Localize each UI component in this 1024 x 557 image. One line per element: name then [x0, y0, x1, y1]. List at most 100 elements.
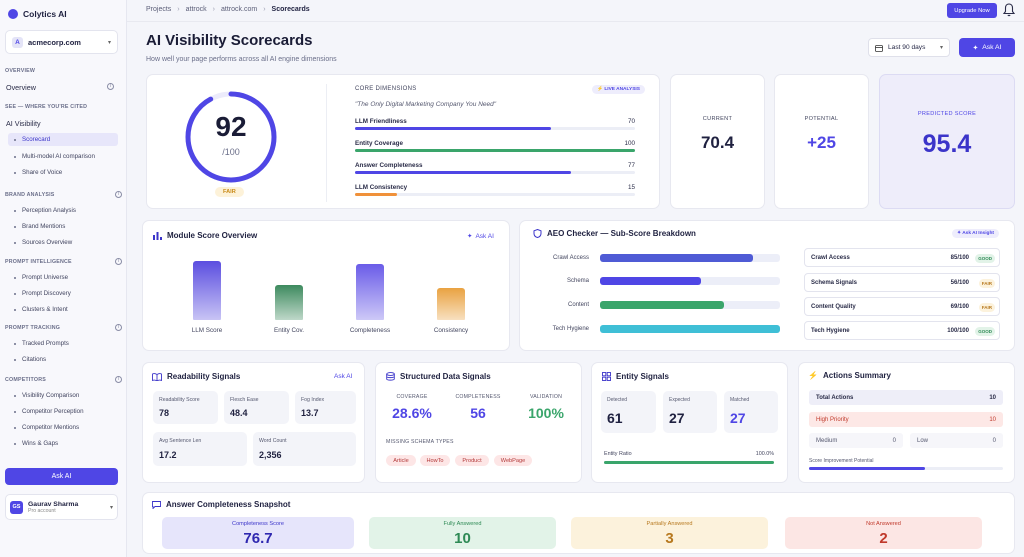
coverage-label: COVERAGE	[396, 394, 428, 400]
sidebar-item-ai-visibility[interactable]: AI Visibility	[5, 116, 118, 130]
grid-icon	[602, 372, 611, 381]
aeo-score-item[interactable]: Tech Hygiene 100/100 GOOD	[804, 321, 1000, 340]
bell-icon[interactable]	[1003, 3, 1015, 17]
module-bar[interactable]	[437, 288, 465, 320]
snapshot-not-answered: Not Answered 2	[785, 517, 982, 549]
breadcrumb: Projects › attrock › attrock.com › Scorecar…	[146, 6, 310, 13]
aeo-item-score: 69/100	[950, 304, 969, 310]
sidebar-sub-prompt-universe[interactable]: Prompt Universe	[8, 271, 118, 284]
module-bar[interactable]	[275, 284, 303, 320]
low-row[interactable]: Low 0	[910, 433, 1003, 448]
breadcrumb-item[interactable]: Projects	[146, 6, 172, 13]
sidebar-sub-sources[interactable]: Sources Overview	[8, 236, 118, 249]
total-actions-row[interactable]: Total Actions 10	[809, 390, 1003, 405]
breadcrumb-item[interactable]: attrock.com	[221, 6, 258, 13]
sidebar-sub-visibility-comparison[interactable]: Visibility Comparison	[8, 389, 118, 402]
dimension-name: LLM Consistency	[355, 184, 408, 191]
dimension-row: Answer Completeness 77	[355, 162, 635, 176]
entity-ratio-label: Entity Ratio	[604, 451, 632, 457]
schema-tag: Product	[455, 455, 489, 466]
sidebar-sub-scorecard[interactable]: Scorecard	[8, 133, 118, 146]
upgrade-button[interactable]: Upgrade Now	[947, 3, 997, 18]
user-menu[interactable]: GS Gaurav Sharma Pro account ▾	[5, 494, 118, 520]
current-score-card: CURRENT 70.4	[670, 74, 765, 209]
breadcrumb-item[interactable]: attrock	[185, 6, 207, 13]
sidebar-sub-share-of-voice[interactable]: Share of Voice	[8, 166, 118, 179]
schema-tag: Article	[386, 455, 416, 466]
completeness-label: COMPLETENESS	[455, 394, 501, 400]
module-bar[interactable]	[356, 263, 384, 320]
stat-readability-score: Readability Score 78	[153, 391, 218, 424]
section-ai: SEE — WHERE YOU'RE CITED	[5, 104, 88, 110]
workspace-selector[interactable]: A acmecorp.com ▾	[5, 30, 118, 54]
sidebar: Colytics AI A acmecorp.com ▾ OVERVIEW Ov…	[0, 0, 127, 557]
dimension-value: 100	[624, 140, 635, 147]
chevron-down-icon: ▾	[107, 39, 111, 46]
aeo-title: AEO Checker — Sub-Score Breakdown	[533, 229, 696, 238]
sidebar-sub-clusters[interactable]: Clusters & Intent	[8, 303, 118, 316]
module-bar[interactable]	[193, 261, 221, 320]
dimension-fill	[355, 127, 551, 130]
predicted-score-card: PREDICTED SCORE 95.4	[879, 74, 1015, 209]
high-priority-row[interactable]: High Priority 10	[809, 412, 1003, 427]
dimension-value: 15	[627, 184, 635, 191]
info-icon[interactable]: i	[115, 191, 122, 198]
ask-ai-label: Ask AI	[982, 44, 1002, 51]
status-badge: FAIR	[978, 279, 995, 288]
status-badge: GOOD	[975, 254, 995, 263]
aeo-bar-track	[600, 254, 780, 262]
info-icon[interactable]: i	[115, 376, 122, 383]
info-icon[interactable]: i	[115, 258, 122, 265]
aeo-item-name: Schema Signals	[811, 280, 858, 286]
ask-ai-button[interactable]: ✦ Ask AI	[959, 38, 1015, 57]
entity-ratio-fill	[604, 461, 774, 464]
dimension-track	[355, 127, 635, 130]
entity-expected: Expected 27	[663, 391, 717, 433]
sidebar-item-overview[interactable]: Overview i	[5, 80, 118, 94]
aeo-item-score: 56/100	[950, 280, 969, 286]
score-ring	[185, 91, 277, 183]
workspace-avatar: A	[12, 36, 23, 48]
page-subtitle: How well your page performs across all A…	[146, 56, 337, 63]
readability-ask-ai-link[interactable]: Ask AI	[334, 373, 353, 380]
sidebar-sub-prompt-discovery[interactable]: Prompt Discovery	[8, 287, 118, 300]
info-icon[interactable]: i	[115, 324, 122, 331]
brand[interactable]: Colytics AI	[8, 9, 67, 19]
module-ask-ai-link[interactable]: ✦ Ask AI	[467, 232, 494, 241]
coverage-value: 28.6%	[392, 405, 432, 421]
sidebar-sub-citations[interactable]: Citations	[8, 353, 118, 366]
current-value: 70.4	[700, 133, 735, 152]
section-brand: BRAND ANALYSIS	[5, 192, 55, 198]
calendar-icon	[875, 44, 883, 52]
info-icon[interactable]: i	[107, 83, 114, 90]
medium-row[interactable]: Medium 0	[809, 433, 903, 448]
aeo-bar-track	[600, 301, 780, 309]
score-status-badge: FAIR	[215, 187, 244, 197]
dimension-value: 70	[627, 118, 635, 125]
sidebar-ask-ai-button[interactable]: Ask AI	[5, 468, 118, 485]
date-range-select[interactable]: Last 90 days ▾	[868, 38, 950, 57]
dimension-name: LLM Friendliness	[355, 118, 407, 125]
aeo-bar-label: Crawl Access	[552, 255, 589, 261]
sidebar-sub-competitor-mentions[interactable]: Competitor Mentions	[8, 421, 118, 434]
entity-detected: Detected 61	[601, 391, 656, 433]
aeo-bar	[600, 325, 780, 333]
sidebar-sub-tracked-prompts[interactable]: Tracked Prompts	[8, 337, 118, 350]
sidebar-sub-perception[interactable]: Perception Analysis	[8, 204, 118, 217]
sidebar-sub-competitor-perception[interactable]: Competitor Perception	[8, 405, 118, 418]
sidebar-sub-brand-mentions[interactable]: Brand Mentions	[8, 220, 118, 233]
entity-title: Entity Signals	[602, 372, 669, 381]
aeo-score-item[interactable]: Schema Signals 56/100 FAIR	[804, 273, 1000, 292]
book-icon	[152, 372, 162, 381]
snapshot-partially-answered: Partially Answered 3	[571, 517, 768, 549]
sidebar-sub-wins-gaps[interactable]: Wins & Gaps	[8, 437, 118, 450]
user-name: Gaurav Sharma	[28, 500, 79, 508]
aeo-score-item[interactable]: Content Quality 69/100 FAIR	[804, 297, 1000, 316]
stat-word-count: Word Count 2,356	[253, 432, 356, 466]
aeo-ask-ai-button[interactable]: ✦ Ask AI Insight	[952, 229, 999, 238]
live-analysis-badge: ⚡ LIVE ANALYSIS	[592, 85, 645, 94]
module-bar-label: LLM Score	[191, 327, 223, 334]
aeo-score-item[interactable]: Crawl Access 85/100 GOOD	[804, 248, 1000, 267]
section-overview: OVERVIEW	[5, 68, 36, 74]
sidebar-sub-multimodel[interactable]: Multi-model AI comparison	[8, 150, 118, 163]
